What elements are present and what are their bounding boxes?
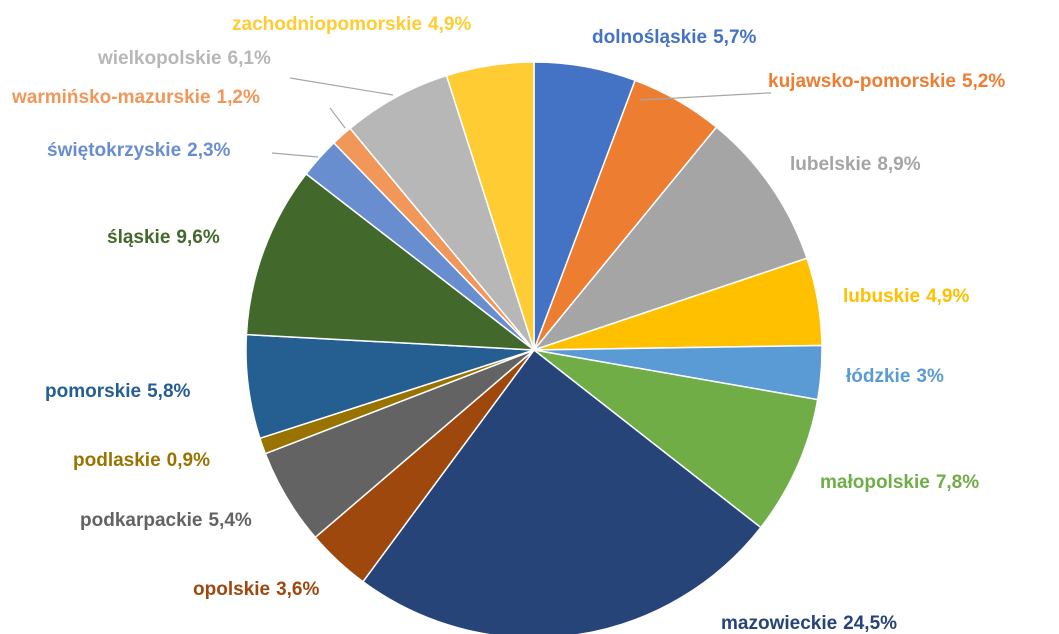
value-label: 9,6% bbox=[176, 227, 219, 248]
slice-label: mazowieckie 24,5% bbox=[721, 613, 897, 634]
category-name: łódzkie bbox=[846, 366, 910, 387]
pie-slice bbox=[445, 61, 535, 351]
value-label: 5,7% bbox=[713, 27, 756, 48]
slice-label: lubelskie 8,9% bbox=[790, 154, 921, 175]
category-name: dolnośląskie bbox=[592, 27, 707, 48]
value-label: 24,5% bbox=[843, 613, 897, 634]
slice-label: lubuskie 4,9% bbox=[843, 286, 969, 307]
category-name: śląskie bbox=[107, 227, 170, 248]
leader-line bbox=[639, 92, 771, 101]
category-name: świętokrzyskie bbox=[47, 140, 181, 161]
slice-label: śląskie 9,6% bbox=[107, 227, 220, 248]
slice-label: warmińsko-mazurskie 1,2% bbox=[11, 87, 260, 108]
slice-label: małopolskie 7,8% bbox=[820, 472, 979, 493]
value-label: 0,9% bbox=[167, 450, 210, 471]
slice-label: łódzkie 3% bbox=[846, 366, 944, 387]
slice-label: pomorskie 5,8% bbox=[45, 381, 191, 402]
slice-label: podkarpackie 5,4% bbox=[80, 510, 252, 531]
leader-line bbox=[271, 152, 319, 158]
slice-label: zachodniopomorskie 4,9% bbox=[232, 14, 471, 35]
leader-line bbox=[329, 107, 346, 129]
pie-slice bbox=[531, 126, 808, 352]
category-name: podlaskie bbox=[73, 450, 161, 471]
category-name: mazowieckie bbox=[721, 613, 837, 634]
value-label: 5,8% bbox=[147, 381, 190, 402]
slice-label: świętokrzyskie 2,3% bbox=[47, 140, 231, 161]
value-label: 7,8% bbox=[936, 472, 979, 493]
category-name: małopolskie bbox=[820, 472, 930, 493]
category-name: pomorskie bbox=[45, 381, 141, 402]
slice-label: dolnośląskie 5,7% bbox=[592, 27, 757, 48]
category-name: lubuskie bbox=[843, 286, 920, 307]
pie-slice bbox=[533, 349, 819, 529]
value-label: 5,4% bbox=[209, 510, 252, 531]
category-name: lubelskie bbox=[790, 154, 871, 175]
value-label: 2,3% bbox=[187, 140, 230, 161]
category-name: wielkopolskie bbox=[97, 48, 222, 69]
category-name: kujawsko-pomorskie bbox=[768, 71, 956, 92]
category-name: zachodniopomorskie bbox=[232, 14, 422, 35]
pie-slice bbox=[361, 348, 762, 634]
slice-label: opolskie 3,6% bbox=[193, 579, 319, 600]
value-label: 5,2% bbox=[962, 71, 1005, 92]
value-label: 1,2% bbox=[217, 87, 260, 108]
category-name: warmińsko-mazurskie bbox=[11, 87, 211, 108]
category-name: opolskie bbox=[193, 579, 270, 600]
value-label: 6,1% bbox=[228, 48, 271, 69]
pie-slice bbox=[245, 172, 537, 351]
leader-line bbox=[289, 77, 394, 96]
slice-label: wielkopolskie 6,1% bbox=[97, 48, 271, 69]
slice-label: kujawsko-pomorskie 5,2% bbox=[768, 71, 1005, 92]
value-label: 8,9% bbox=[877, 154, 920, 175]
value-label: 3,6% bbox=[276, 579, 319, 600]
value-label: 3% bbox=[916, 366, 944, 387]
slice-label: podlaskie 0,9% bbox=[73, 450, 210, 471]
value-label: 4,9% bbox=[926, 286, 969, 307]
category-name: podkarpackie bbox=[80, 510, 203, 531]
value-label: 4,9% bbox=[428, 14, 471, 35]
